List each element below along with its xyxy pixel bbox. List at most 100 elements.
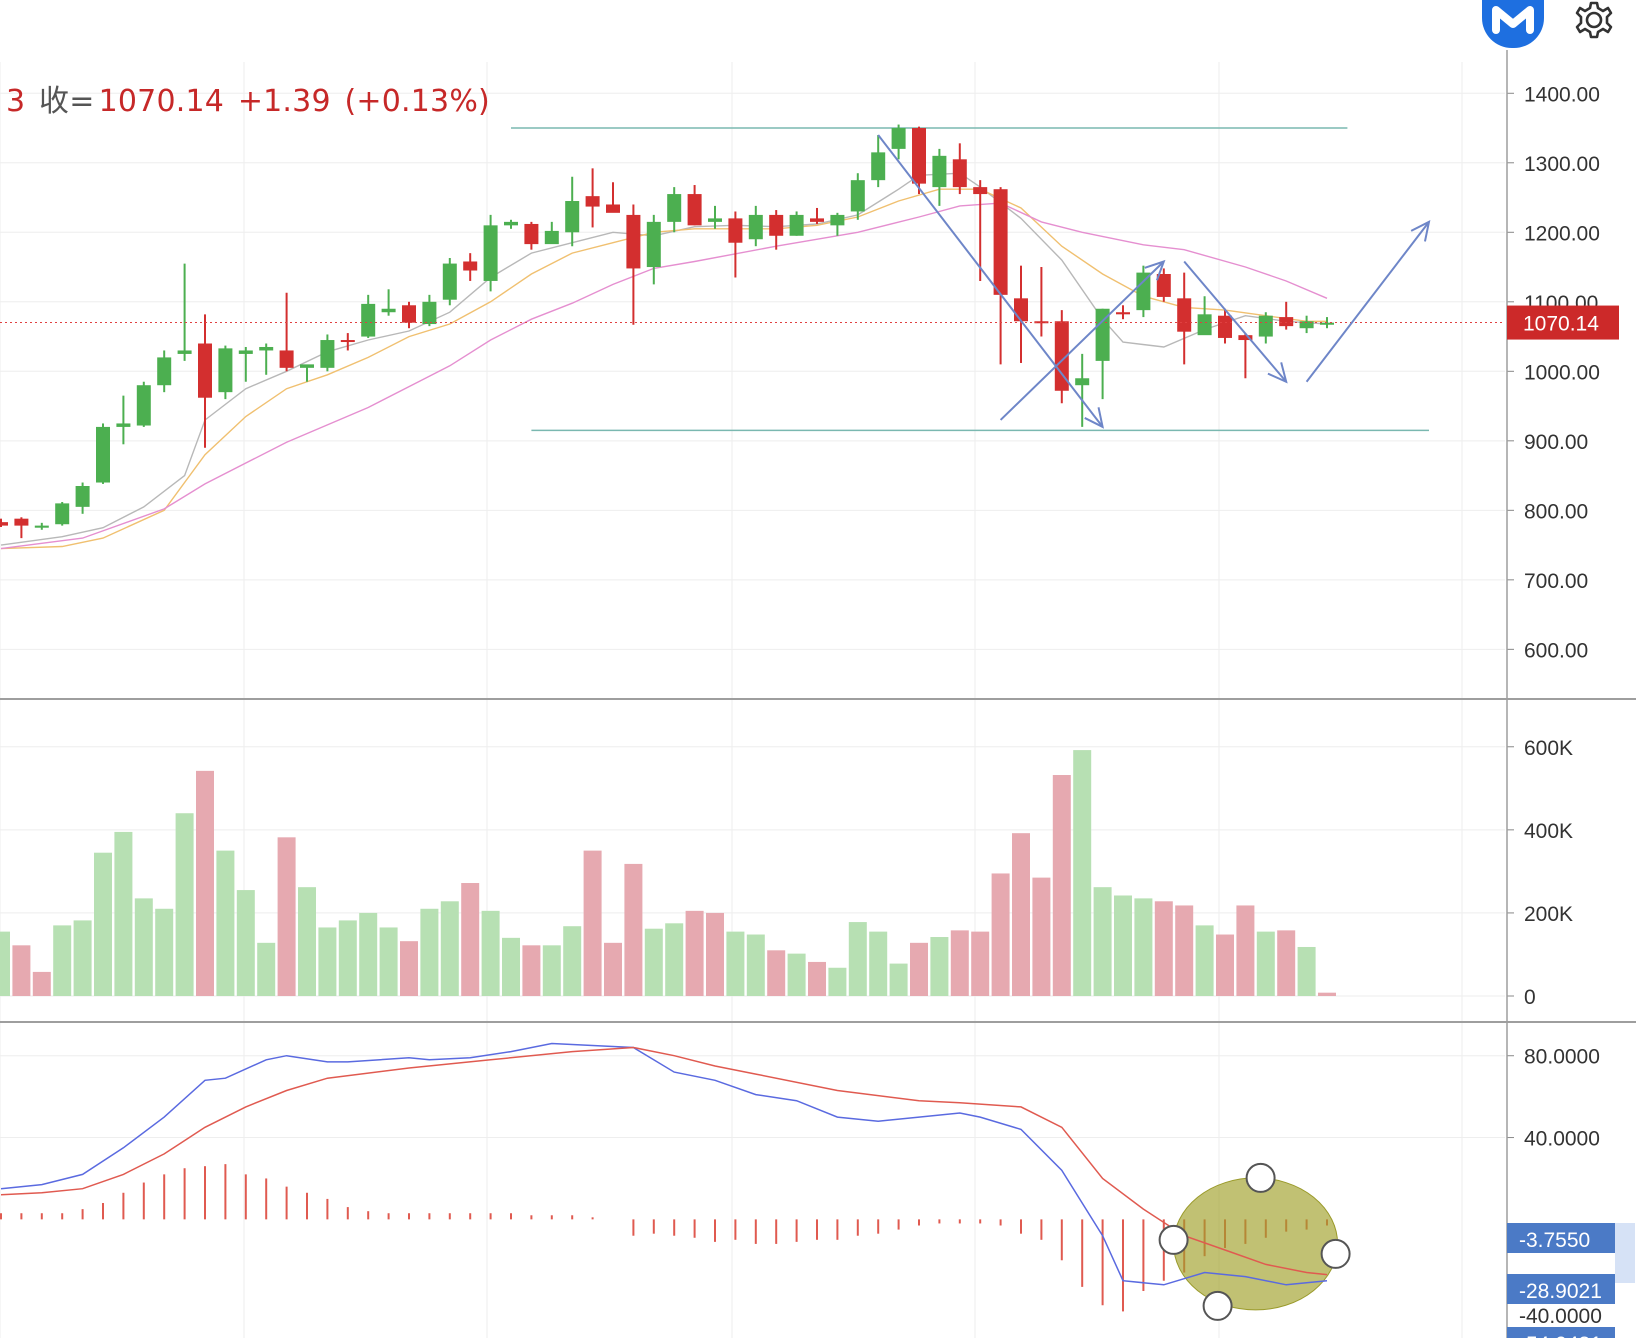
volume-bar: [604, 942, 622, 996]
price-tick-label: 600.00: [1524, 639, 1588, 662]
price-tick-label: 800.00: [1524, 500, 1588, 523]
candle-body: [1299, 321, 1314, 329]
candle-body: [402, 305, 416, 323]
candle-body: [300, 364, 314, 368]
candle-body: [830, 214, 845, 226]
macd-value-tag-backdrop: [1615, 1223, 1635, 1283]
volume-bar: [114, 831, 133, 996]
volume-bar: [910, 942, 928, 996]
price-tick-label: 900.00: [1524, 431, 1588, 454]
macd-value-label: -3.7550: [1519, 1229, 1590, 1252]
volume-bar: [440, 901, 459, 996]
candle-body: [1320, 322, 1334, 325]
volume-tick-label: 0: [1524, 986, 1536, 1009]
price-tick-label: 1300.00: [1524, 153, 1600, 176]
volume-bar: [889, 963, 908, 996]
price-tick-label: 1400.00: [1524, 83, 1600, 106]
volume-bar: [1318, 992, 1336, 996]
candle-body: [1156, 274, 1171, 297]
volume-bar: [1277, 930, 1296, 996]
candle-body: [585, 196, 600, 207]
volume-bar: [542, 945, 561, 996]
candle-body: [1258, 315, 1273, 337]
volume-bar: [298, 887, 316, 996]
price-tick-label: 1000.00: [1524, 361, 1600, 384]
candle-body: [96, 426, 110, 483]
volume-tick-label: 600K: [1524, 737, 1573, 760]
volume-bar: [1012, 833, 1030, 996]
volume-bar: [787, 953, 806, 996]
candle-body: [1054, 321, 1069, 391]
close-value: 1070.14: [98, 84, 225, 119]
current-price-label: 1070.14: [1523, 313, 1599, 336]
macd-tick-label: 40.0000: [1524, 1128, 1600, 1151]
candle-body: [340, 340, 355, 343]
candle-body: [320, 340, 335, 368]
volume-bar: [522, 945, 541, 996]
volume-bar: [726, 931, 745, 996]
volume-bar: [359, 912, 378, 996]
moving-average-line-3: [0, 202, 1328, 550]
ohlc-index: 3: [6, 84, 26, 119]
volume-bar: [277, 837, 296, 996]
candle-body: [748, 214, 763, 240]
candle-body: [1136, 272, 1151, 311]
ohlc-readout: 3 收= 1070.14 +1.39 (+0.13%): [6, 76, 494, 120]
volume-bar: [930, 937, 949, 996]
candle-body: [218, 348, 233, 393]
candle-body: [544, 230, 559, 245]
candle-body: [952, 159, 967, 188]
candle-body: [463, 261, 478, 271]
candle-body: [259, 346, 274, 351]
candle-body: [565, 201, 580, 233]
volume-bar: [73, 920, 92, 996]
change-percent: (+0.13%): [344, 84, 490, 119]
candle-body: [1177, 298, 1192, 332]
candle-body: [1075, 378, 1090, 386]
gear-icon[interactable]: [1572, 0, 1616, 42]
volume-bar: [216, 850, 235, 996]
candle-body: [75, 486, 90, 507]
volume-bar: [379, 927, 398, 996]
macd-line-1: [0, 1042, 1328, 1286]
volume-bar: [767, 950, 786, 996]
candle-body: [483, 225, 498, 281]
volume-bar: [991, 873, 1010, 996]
volume-bar: [1032, 877, 1051, 996]
candle-body: [381, 308, 396, 313]
volume-bar: [236, 890, 255, 996]
candle-body: [0, 522, 8, 526]
volume-bar: [563, 926, 582, 996]
volume-bar: [644, 928, 663, 996]
volume-bar: [0, 931, 10, 996]
volume-bar: [746, 934, 765, 996]
candle-body: [973, 187, 988, 195]
macd-value-tag: [1507, 1274, 1615, 1304]
volume-bar: [848, 922, 867, 996]
volume-bar: [196, 770, 214, 996]
candle-body: [422, 301, 437, 325]
volume-bar: [1236, 905, 1255, 996]
current-price-tag: [1507, 305, 1619, 340]
m-logo-icon[interactable]: [1482, 0, 1544, 48]
volume-bar: [808, 961, 826, 996]
volume-bar: [1297, 946, 1316, 996]
candle-body: [198, 343, 212, 398]
ellipse-handle[interactable]: [1245, 1162, 1276, 1193]
ellipse-handle[interactable]: [1158, 1224, 1189, 1255]
ellipse-handle[interactable]: [1202, 1290, 1233, 1321]
candle-body: [157, 357, 172, 386]
candle-body: [116, 423, 131, 427]
candle-body: [810, 218, 824, 222]
candle-body: [238, 350, 253, 354]
trend-arrow-3: [1183, 260, 1287, 383]
macd-value-label: -40.0000: [1519, 1305, 1602, 1328]
ellipse-handle[interactable]: [1320, 1238, 1351, 1269]
candle-body: [789, 214, 804, 236]
trend-arrow-3-head: [1267, 362, 1288, 384]
volume-bar: [481, 910, 500, 996]
price-tick-label: 700.00: [1524, 570, 1588, 593]
volume-bar: [1073, 750, 1092, 996]
